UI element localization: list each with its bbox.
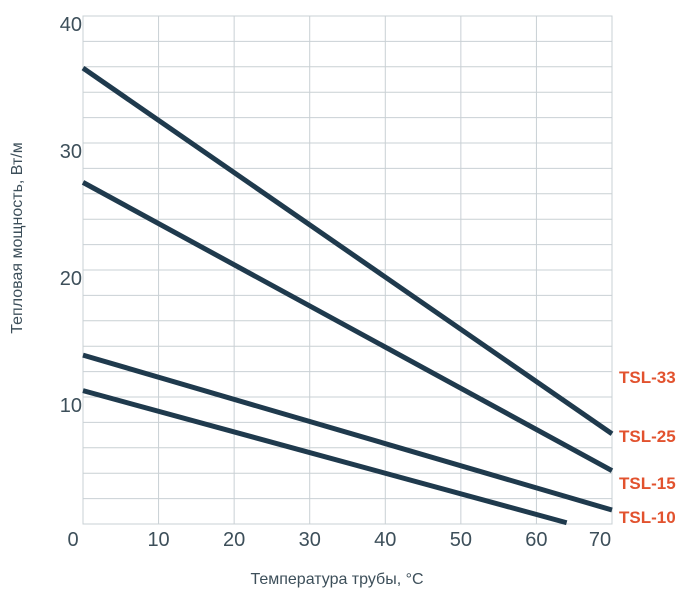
series-label-tsl-25: TSL-25	[619, 427, 676, 446]
plot-border	[82, 15, 613, 525]
series-label-tsl-33: TSL-33	[619, 368, 676, 387]
series-label-tsl-10: TSL-10	[619, 508, 676, 527]
series-labels: TSL-33 TSL-25 TSL-15 TSL-10	[619, 368, 676, 527]
x-tick-label: 10	[147, 529, 169, 551]
series-line-tsl-33	[81, 66, 614, 436]
y-tick-labels: 10 20 30 40	[60, 14, 82, 417]
x-tick-label: 70	[589, 529, 611, 551]
series-line-tsl-25	[81, 180, 614, 473]
y-axis-title: Тепловая мощность, Вт/м	[9, 142, 26, 333]
y-tick-label: 30	[60, 141, 82, 163]
x-tick-label: 60	[525, 529, 547, 551]
y-tick-label: 20	[60, 268, 82, 290]
x-axis-title: Температура трубы, °C	[250, 571, 423, 588]
y-tick-label: 40	[60, 14, 82, 36]
x-tick-labels: 0 10 20 30 40 50 60 70	[67, 529, 611, 551]
x-tick-label: 0	[67, 529, 78, 551]
series-lines	[81, 66, 614, 526]
grid	[83, 16, 612, 524]
series-line-tsl-15	[82, 352, 613, 513]
x-tick-label: 40	[374, 529, 396, 551]
plot-frame	[82, 15, 613, 525]
x-tick-label: 30	[299, 529, 321, 551]
series-label-tsl-15: TSL-15	[619, 474, 676, 493]
x-tick-label: 20	[223, 529, 245, 551]
x-tick-label: 50	[450, 529, 472, 551]
y-tick-label: 10	[60, 395, 82, 417]
series-line-tsl-10	[82, 388, 568, 526]
